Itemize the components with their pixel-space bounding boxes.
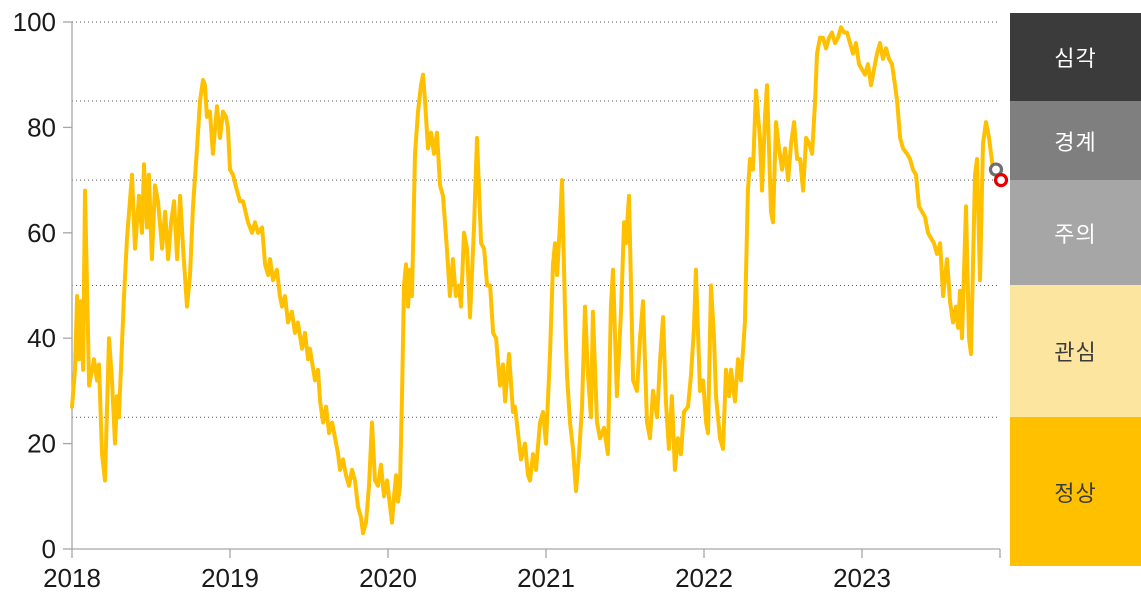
legend-band-caution: 주의 (1010, 180, 1141, 286)
previous-point-marker (988, 162, 1004, 177)
legend-band-severe: 심각 (1010, 13, 1141, 102)
y-tick-label-20: 20 (27, 429, 56, 459)
x-tick-label-2021: 2021 (517, 563, 575, 593)
x-tick-label-2023: 2023 (833, 563, 891, 593)
index-line (70, 25, 995, 536)
x-tick-label-2022: 2022 (675, 563, 733, 593)
x-tick-label-2020: 2020 (359, 563, 417, 593)
legend-band-alert: 경계 (1010, 101, 1141, 181)
legend-band-label: 심각 (1054, 46, 1097, 72)
x-tick-label-2019: 2019 (201, 563, 259, 593)
legend-band-label: 주의 (1054, 221, 1097, 247)
latest-point-marker (993, 173, 1009, 188)
legend-band-normal: 정상 (1010, 417, 1141, 566)
y-tick-label-40: 40 (27, 323, 56, 353)
y-tick-label-80: 80 (27, 112, 56, 142)
x-tick-label-2018: 2018 (43, 563, 101, 593)
y-tick-label-100: 100 (13, 7, 56, 37)
legend-band-label: 경계 (1054, 129, 1097, 155)
legend-band-label: 정상 (1054, 480, 1097, 506)
legend-band-label: 관심 (1054, 340, 1097, 366)
legend-band-interest: 관심 (1010, 285, 1141, 418)
y-tick-label-0: 0 (42, 534, 56, 564)
y-tick-label-60: 60 (27, 218, 56, 248)
